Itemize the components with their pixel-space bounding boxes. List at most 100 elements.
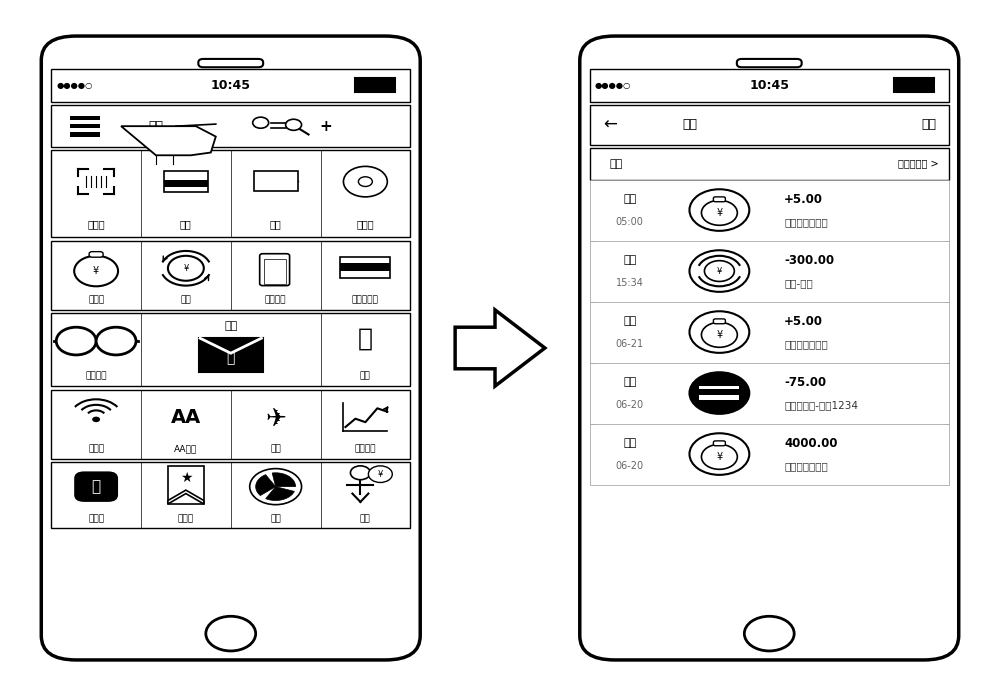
Polygon shape	[455, 310, 545, 386]
Text: 淘宝电影: 淘宝电影	[85, 371, 107, 380]
Bar	[51, 150, 410, 237]
Circle shape	[250, 468, 302, 505]
Text: 余额宝: 余额宝	[88, 295, 104, 304]
Circle shape	[689, 434, 749, 475]
FancyBboxPatch shape	[713, 319, 725, 324]
Text: +5.00: +5.00	[784, 193, 823, 205]
Text: 筛选: 筛选	[921, 118, 936, 132]
Text: 10:45: 10:45	[211, 79, 251, 92]
Circle shape	[701, 444, 737, 469]
Circle shape	[56, 327, 96, 355]
Text: ¥: ¥	[716, 208, 722, 218]
Bar	[699, 386, 739, 400]
Circle shape	[689, 311, 749, 353]
FancyBboxPatch shape	[74, 471, 118, 502]
Circle shape	[96, 327, 136, 355]
Circle shape	[74, 256, 118, 286]
Text: 周一: 周一	[623, 438, 636, 448]
FancyBboxPatch shape	[737, 59, 802, 68]
Text: 张三-转账: 张三-转账	[784, 278, 813, 288]
FancyBboxPatch shape	[260, 254, 290, 285]
Bar	[590, 363, 949, 424]
Circle shape	[701, 200, 737, 226]
Bar	[168, 466, 204, 504]
Text: ✈: ✈	[265, 406, 286, 431]
Text: 10:45: 10:45	[749, 79, 789, 92]
Text: 本月: 本月	[610, 159, 623, 168]
Text: 查看月账单 >: 查看月账单 >	[898, 159, 939, 168]
Bar	[51, 241, 410, 310]
FancyBboxPatch shape	[580, 36, 959, 660]
Bar	[254, 171, 298, 191]
Text: 支: 支	[92, 479, 101, 494]
Bar	[355, 79, 395, 92]
Bar	[340, 258, 390, 278]
Text: -300.00: -300.00	[784, 253, 834, 267]
Circle shape	[689, 189, 749, 231]
Bar	[340, 262, 390, 271]
Text: ¥: ¥	[93, 266, 99, 276]
Circle shape	[689, 372, 749, 414]
Circle shape	[92, 417, 100, 422]
Text: 15:34: 15:34	[616, 278, 644, 288]
Text: 信用卡还款: 信用卡还款	[352, 295, 379, 304]
Text: 周一: 周一	[623, 377, 636, 387]
Text: 支: 支	[227, 351, 235, 365]
Circle shape	[343, 166, 387, 197]
Bar	[264, 259, 286, 283]
Circle shape	[358, 177, 372, 187]
Text: 昨天: 昨天	[623, 255, 636, 265]
Bar	[51, 69, 410, 102]
Text: 余额宝收益发放: 余额宝收益发放	[784, 217, 828, 228]
Text: 探索: 探索	[270, 515, 281, 523]
Circle shape	[206, 616, 256, 651]
Bar	[590, 180, 949, 241]
Text: 06-20: 06-20	[616, 461, 644, 471]
Bar	[590, 104, 949, 145]
Text: 转账: 转账	[180, 295, 191, 304]
Text: 扫一扫: 扫一扫	[87, 220, 105, 230]
Text: -75.00: -75.00	[784, 376, 826, 388]
Bar	[894, 79, 934, 92]
Polygon shape	[266, 487, 294, 500]
Polygon shape	[272, 473, 296, 487]
Text: 余额宝单次转入: 余额宝单次转入	[784, 461, 828, 471]
Text: ●●●●○: ●●●●○	[595, 81, 631, 90]
Text: ←: ←	[603, 116, 617, 134]
Text: 手机充值: 手机充值	[265, 295, 286, 304]
Circle shape	[744, 616, 794, 651]
Text: 今天: 今天	[623, 194, 636, 204]
Text: 支付宝: 支付宝	[88, 515, 104, 523]
Text: 06-20: 06-20	[616, 400, 644, 410]
Text: 05:00: 05:00	[616, 217, 644, 228]
Bar	[51, 105, 410, 147]
Text: 周二: 周二	[623, 316, 636, 326]
Polygon shape	[168, 490, 204, 504]
Text: 彩票: 彩票	[360, 371, 371, 380]
Circle shape	[253, 117, 269, 128]
Text: 机票: 机票	[270, 444, 281, 453]
Text: 账单: 账单	[148, 120, 163, 133]
Bar	[935, 82, 940, 88]
Text: 06-21: 06-21	[616, 339, 644, 349]
Bar	[590, 424, 949, 484]
Bar	[590, 241, 949, 301]
Text: 当面付: 当面付	[88, 444, 104, 453]
Text: ¥: ¥	[716, 452, 722, 462]
Text: 余额宝收益发放: 余额宝收益发放	[784, 339, 828, 349]
Text: 红包: 红包	[224, 321, 237, 331]
Bar	[590, 69, 949, 102]
Text: ¥: ¥	[716, 330, 722, 340]
Text: 财富: 财富	[360, 515, 371, 523]
Text: ¥: ¥	[378, 470, 383, 479]
Bar	[199, 338, 263, 372]
Text: 彩: 彩	[358, 327, 373, 351]
Polygon shape	[256, 475, 276, 496]
Text: ●●●●○: ●●●●○	[56, 81, 92, 90]
Circle shape	[701, 322, 737, 347]
Bar	[70, 116, 100, 120]
Text: 咪一咪: 咪一咪	[357, 220, 374, 230]
Bar	[164, 180, 208, 187]
Circle shape	[689, 251, 749, 292]
Bar	[164, 171, 208, 192]
